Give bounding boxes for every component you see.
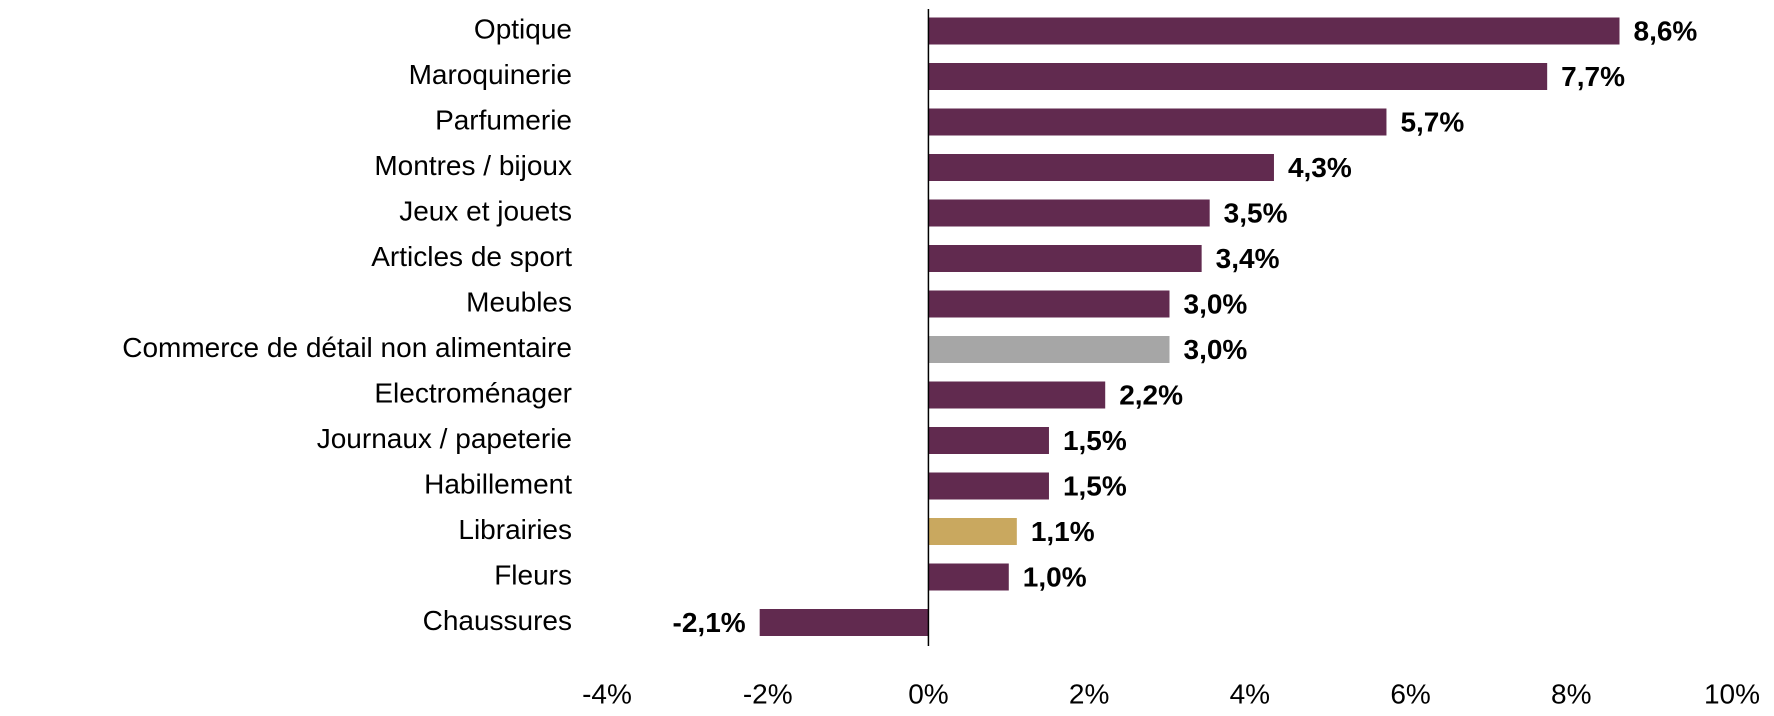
value-label: 4,3% bbox=[1288, 152, 1352, 183]
x-tick-label: 2% bbox=[1069, 678, 1109, 709]
value-label: 3,0% bbox=[1184, 288, 1248, 319]
value-label: 5,7% bbox=[1400, 106, 1464, 137]
category-label: Fleurs bbox=[494, 559, 572, 590]
x-tick-label: 8% bbox=[1551, 678, 1591, 709]
value-label: 7,7% bbox=[1561, 61, 1625, 92]
x-tick-label: 6% bbox=[1390, 678, 1430, 709]
bar bbox=[928, 154, 1274, 181]
x-tick-label: -2% bbox=[743, 678, 793, 709]
value-label: 2,2% bbox=[1119, 379, 1183, 410]
bar bbox=[928, 63, 1548, 90]
bar bbox=[928, 381, 1106, 409]
value-label: 1,0% bbox=[1023, 561, 1087, 592]
bar bbox=[928, 17, 1620, 45]
value-label: -2,1% bbox=[673, 607, 746, 638]
category-label: Articles de sport bbox=[371, 241, 572, 272]
category-label: Journaux / papeterie bbox=[317, 423, 572, 454]
value-label: 8,6% bbox=[1634, 15, 1698, 46]
value-label: 3,0% bbox=[1184, 334, 1248, 365]
bar bbox=[928, 563, 1009, 591]
value-label: 1,1% bbox=[1031, 516, 1095, 547]
category-label: Chaussures bbox=[423, 605, 572, 636]
category-label: Librairies bbox=[458, 514, 572, 545]
value-label: 3,4% bbox=[1216, 243, 1280, 274]
category-label: Habillement bbox=[424, 468, 572, 499]
bar bbox=[928, 336, 1170, 363]
category-label: Commerce de détail non alimentaire bbox=[122, 332, 572, 363]
category-label: Optique bbox=[474, 13, 572, 44]
category-label: Parfumerie bbox=[435, 104, 572, 135]
x-tick-label: 10% bbox=[1704, 678, 1760, 709]
category-label: Jeux et jouets bbox=[399, 195, 572, 226]
bar bbox=[928, 245, 1202, 272]
value-label: 3,5% bbox=[1224, 197, 1288, 228]
bar bbox=[928, 472, 1049, 500]
value-label: 1,5% bbox=[1063, 425, 1127, 456]
bar bbox=[928, 108, 1387, 136]
bar bbox=[928, 518, 1017, 545]
x-tick-label: 0% bbox=[908, 678, 948, 709]
bar bbox=[928, 427, 1049, 454]
category-label: Electroménager bbox=[374, 377, 572, 408]
x-tick-label: -4% bbox=[582, 678, 632, 709]
category-label: Montres / bijoux bbox=[374, 150, 572, 181]
x-tick-label: 4% bbox=[1230, 678, 1270, 709]
bar bbox=[928, 290, 1170, 318]
value-label: 1,5% bbox=[1063, 470, 1127, 501]
bar bbox=[759, 609, 929, 636]
category-label: Maroquinerie bbox=[409, 59, 572, 90]
bar bbox=[928, 199, 1210, 227]
category-label: Meubles bbox=[466, 286, 572, 317]
